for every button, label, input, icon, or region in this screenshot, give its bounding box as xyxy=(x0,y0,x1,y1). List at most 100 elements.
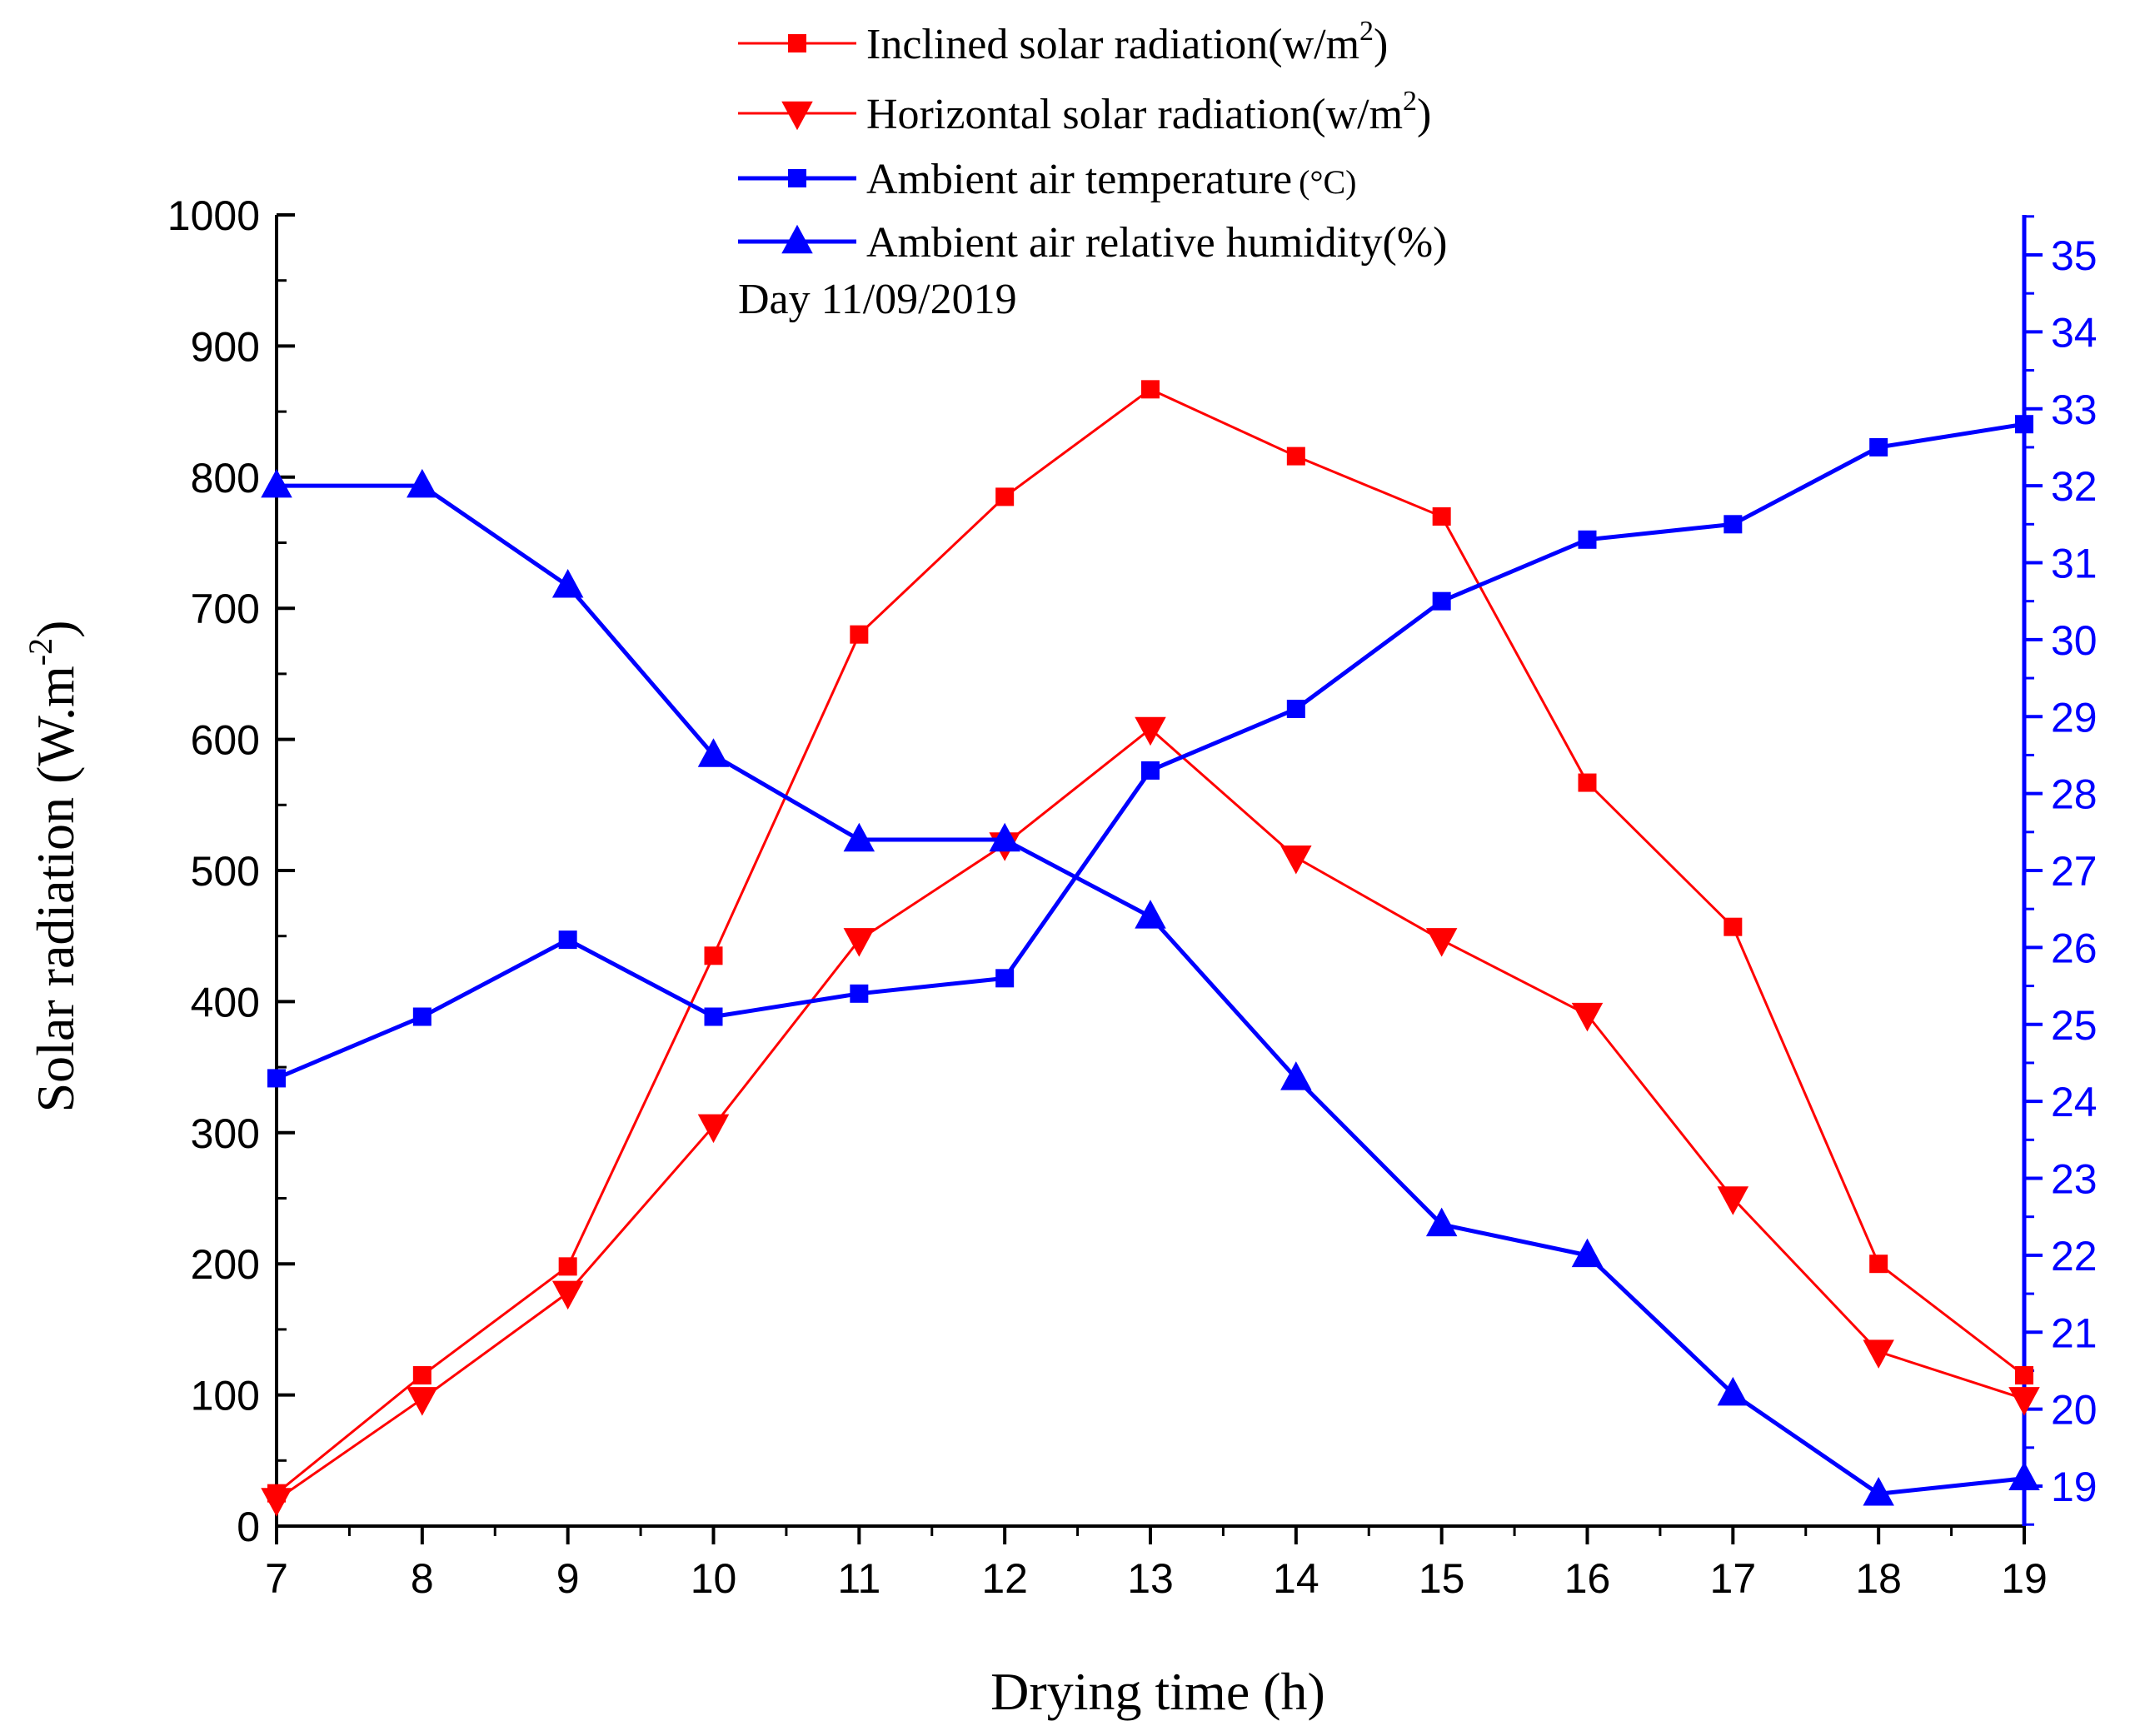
y-tick-label: 700 xyxy=(191,586,260,632)
data-point xyxy=(1571,1238,1604,1268)
legend-label: Ambient air temperature (°C) xyxy=(866,156,1356,203)
y-tick-label: 300 xyxy=(191,1110,260,1157)
x-tick-label: 14 xyxy=(1273,1555,1319,1602)
legend-label-sup: 2 xyxy=(1403,86,1417,117)
data-point xyxy=(1863,1476,1894,1506)
data-point xyxy=(558,930,577,950)
legend-marker xyxy=(788,169,806,187)
data-point xyxy=(989,822,1020,852)
legend-label-sup: 2 xyxy=(1359,16,1374,47)
legend: Inclined solar radiation(w/m2)Horizontal… xyxy=(738,16,1447,267)
x-tick-label: 8 xyxy=(411,1555,434,1602)
y2-tick-label: 24 xyxy=(2051,1079,2098,1125)
series-line xyxy=(276,387,2025,1494)
data-point xyxy=(261,468,292,498)
data-point xyxy=(697,738,730,767)
data-point xyxy=(704,1007,723,1026)
x-axis-title: Drying time (h) xyxy=(990,1662,1325,1721)
legend-label-main: Ambient air temperature xyxy=(866,156,1292,203)
y2-tick-label: 22 xyxy=(2051,1233,2098,1280)
legend-item: Ambient air temperature (°C) xyxy=(738,156,1356,203)
data-point xyxy=(2008,1461,2040,1491)
legend-marker xyxy=(781,224,813,254)
series-3 xyxy=(267,415,2033,1088)
y2-tick-label: 28 xyxy=(2051,771,2098,818)
y2-tick-label: 31 xyxy=(2051,541,2098,587)
y-axis-title-end: ) xyxy=(26,621,85,638)
data-point xyxy=(1863,1339,1894,1369)
legend-label-main: Inclined solar radiation(w/m xyxy=(866,21,1359,68)
data-point xyxy=(995,487,1015,506)
data-point xyxy=(704,946,723,965)
data-point xyxy=(1432,507,1451,526)
y-tick-label: 600 xyxy=(191,717,260,764)
data-point xyxy=(1571,1002,1604,1032)
data-point xyxy=(1280,846,1312,875)
series-line xyxy=(276,422,2025,1080)
data-point xyxy=(1425,928,1458,957)
data-point xyxy=(1717,1186,1749,1215)
data-point xyxy=(1578,773,1597,792)
x-tick-label: 15 xyxy=(1419,1555,1465,1602)
data-point xyxy=(850,625,869,644)
data-point xyxy=(407,1387,438,1416)
data-point xyxy=(843,822,875,852)
legend-label-end: ) xyxy=(1374,21,1388,68)
data-point xyxy=(551,568,584,598)
y-tick-label: 400 xyxy=(191,979,260,1025)
y-axis-title-main: Solar radiation (W.m xyxy=(26,666,85,1112)
legend-label-end: ) xyxy=(1417,91,1431,138)
x-tick-label: 12 xyxy=(981,1555,1028,1602)
series-4 xyxy=(261,468,2040,1506)
data-point xyxy=(2015,1365,2033,1384)
y-axis-title-sup: -2 xyxy=(22,638,59,666)
y-tick-label: 200 xyxy=(191,1241,260,1288)
data-point xyxy=(412,1365,431,1384)
data-point xyxy=(843,928,875,957)
legend-marker xyxy=(781,101,813,131)
chart-annotation: Day 11/09/2019 xyxy=(738,276,1017,323)
y2-tick-label: 35 xyxy=(2051,232,2098,279)
y-tick-label: 0 xyxy=(237,1504,260,1550)
data-point xyxy=(551,1280,584,1310)
x-tick-label: 16 xyxy=(1564,1555,1611,1602)
y2-tick-label: 27 xyxy=(2051,848,2098,895)
legend-item: Horizontal solar radiation(w/m2) xyxy=(738,86,1431,138)
y2-tick-label: 30 xyxy=(2051,617,2098,664)
data-point xyxy=(261,1488,292,1517)
data-point xyxy=(1869,437,1888,456)
legend-label: Horizontal solar radiation(w/m2) xyxy=(866,86,1431,138)
legend-label: Ambient air relative humidity(%) xyxy=(866,219,1447,267)
data-point xyxy=(412,1007,431,1026)
series-line xyxy=(276,727,2025,1501)
y-tick-label: 900 xyxy=(191,323,260,370)
x-tick-label: 17 xyxy=(1710,1555,1757,1602)
y2-tick-label: 23 xyxy=(2051,1156,2098,1203)
legend-label-main: Ambient air relative humidity(%) xyxy=(866,219,1447,267)
x-tick-label: 13 xyxy=(1127,1555,1174,1602)
data-point xyxy=(407,468,438,498)
data-point xyxy=(1280,1061,1312,1090)
y-axis-title: Solar radiation (W.m-2) xyxy=(22,621,85,1113)
data-point xyxy=(850,984,869,1003)
data-point xyxy=(2015,415,2033,434)
y2-tick-label: 21 xyxy=(2051,1309,2098,1356)
data-point xyxy=(558,1257,577,1276)
data-point xyxy=(2008,1387,2040,1416)
data-point xyxy=(1432,591,1451,611)
x-tick-label: 10 xyxy=(691,1555,737,1602)
data-point xyxy=(1717,1376,1749,1406)
series-line xyxy=(277,483,2025,1496)
y-tick-label: 100 xyxy=(191,1373,260,1419)
data-point xyxy=(1578,530,1597,549)
x-tick-label: 9 xyxy=(556,1555,580,1602)
legend-label-main: Horizontal solar radiation(w/m xyxy=(866,91,1403,138)
data-point xyxy=(1723,917,1743,936)
legend-label: Inclined solar radiation(w/m2) xyxy=(866,16,1388,68)
data-point xyxy=(1286,446,1305,466)
y2-tick-label: 19 xyxy=(2051,1464,2098,1510)
data-point xyxy=(1141,761,1160,780)
legend-item: Ambient air relative humidity(%) xyxy=(738,219,1447,267)
data-point xyxy=(1135,716,1166,746)
